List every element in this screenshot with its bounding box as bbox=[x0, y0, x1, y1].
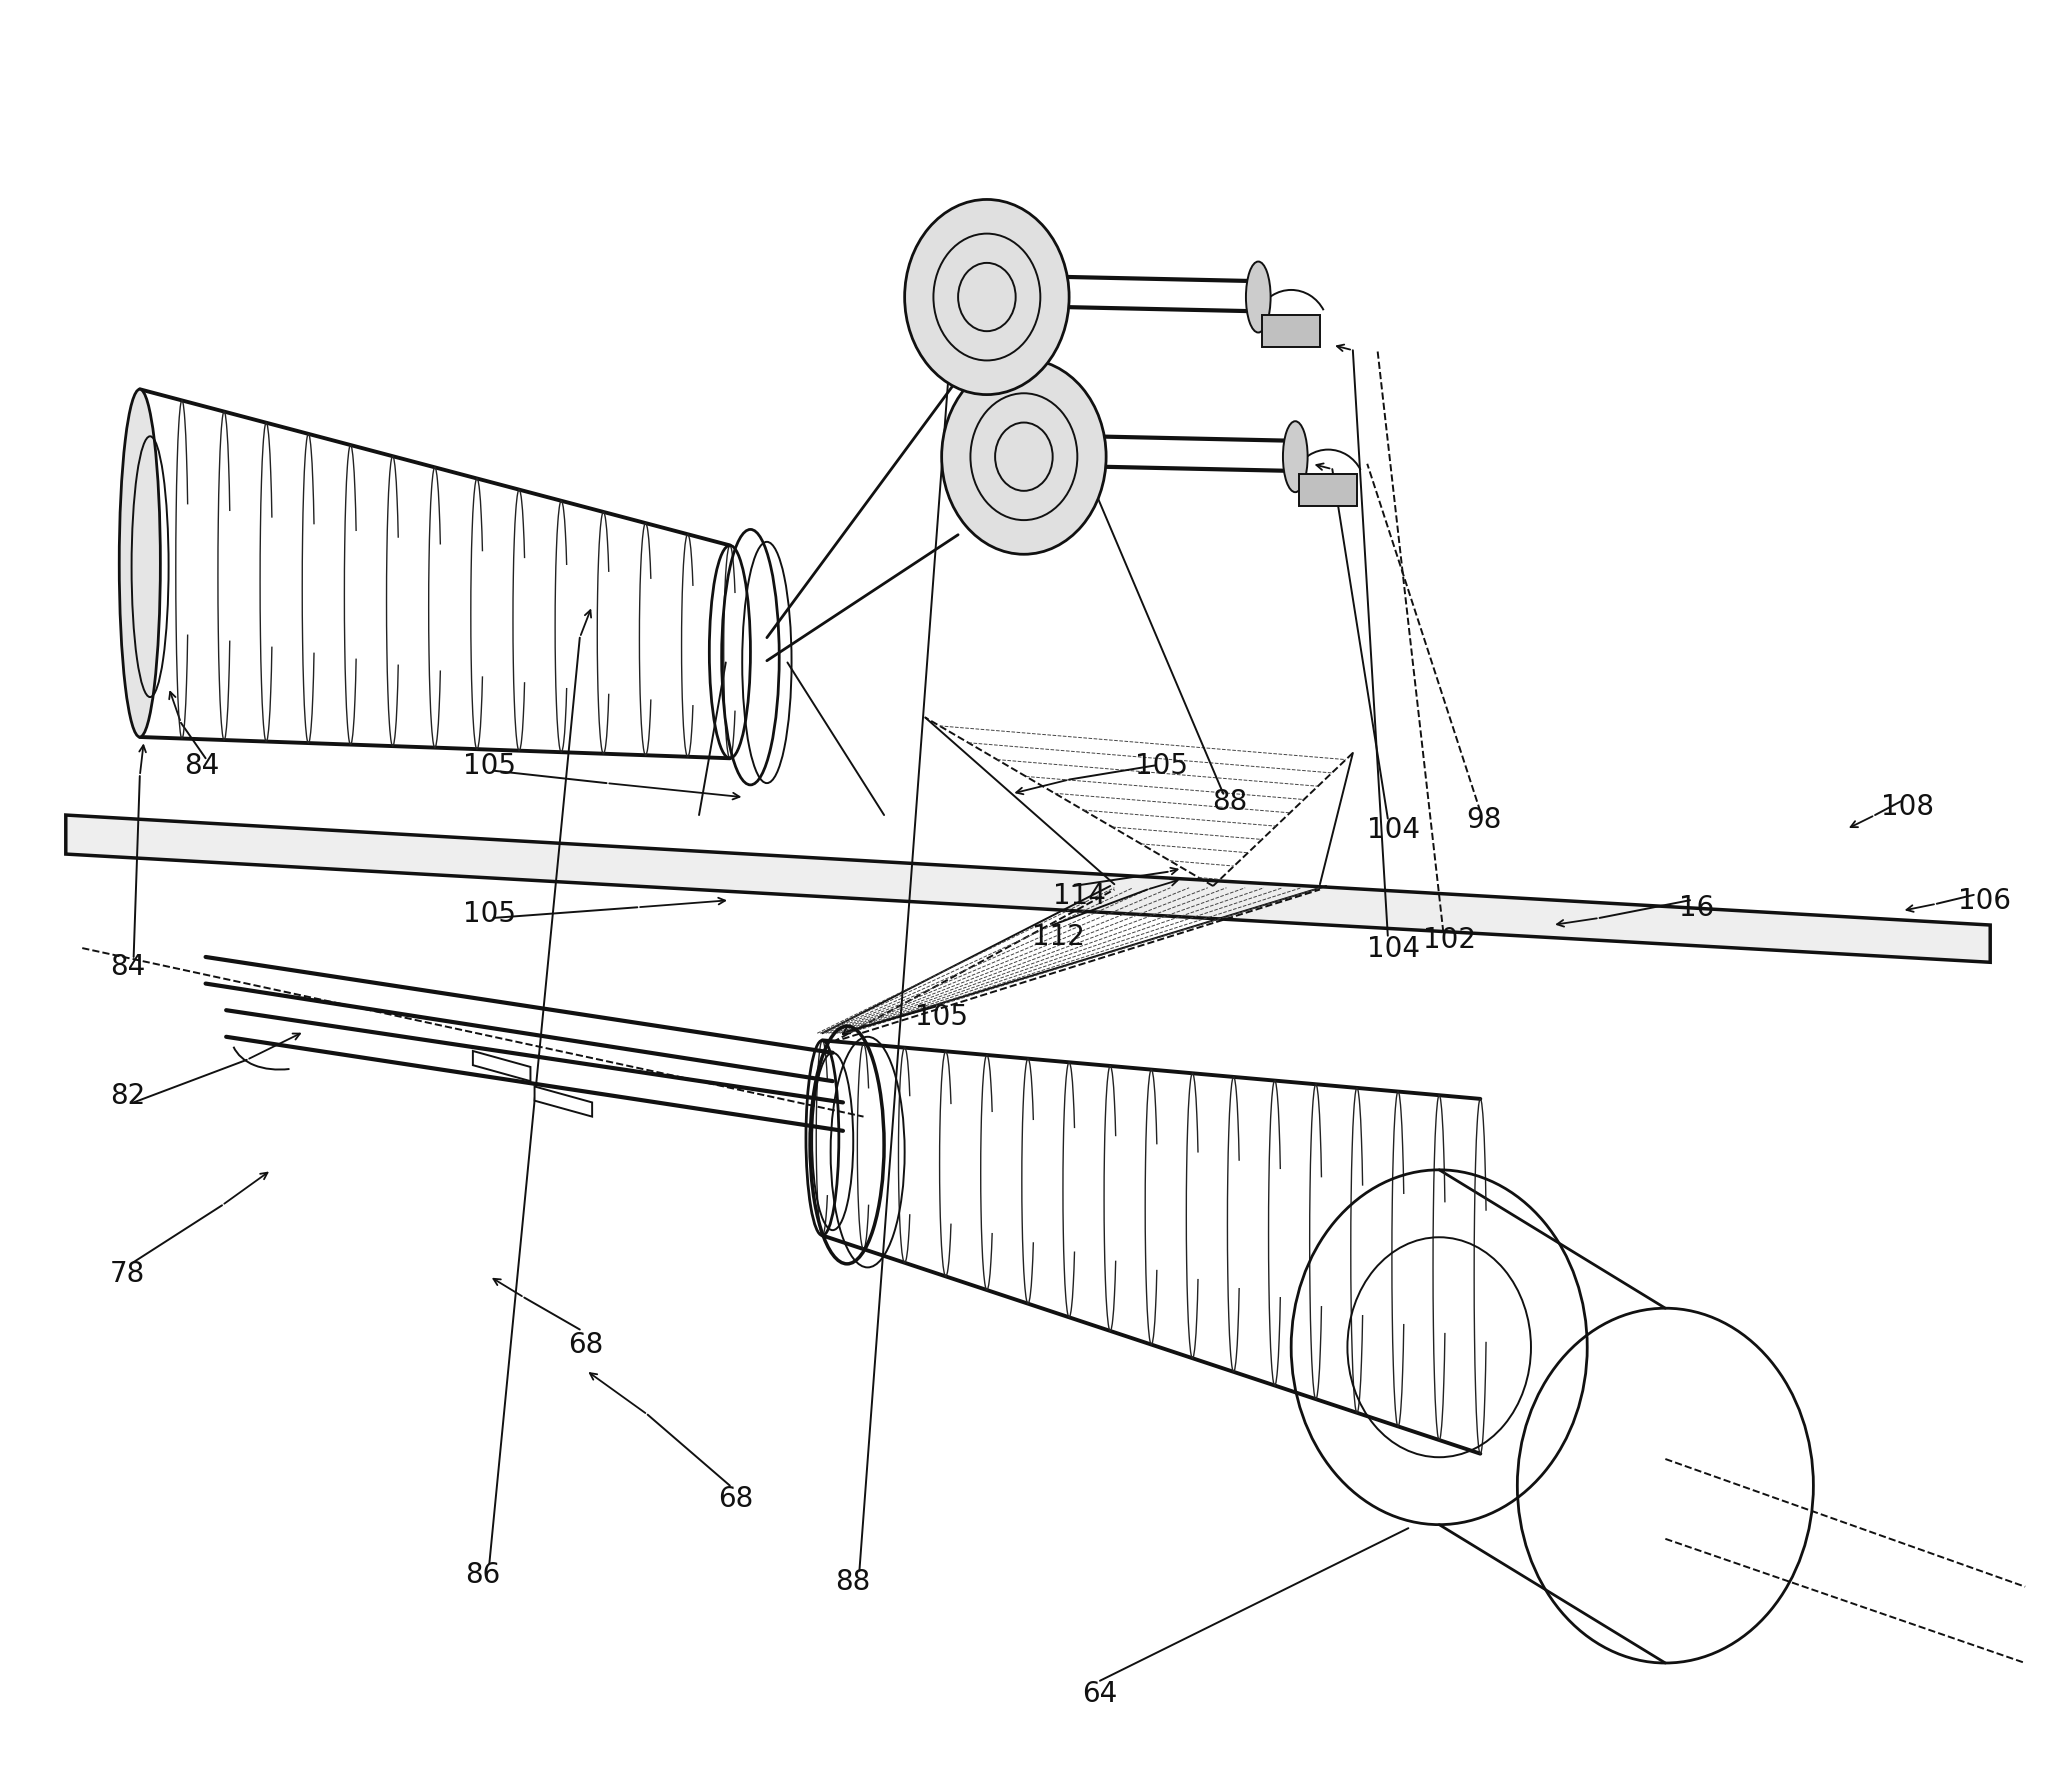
Text: 84: 84 bbox=[183, 752, 220, 780]
Polygon shape bbox=[1299, 475, 1357, 507]
Text: 78: 78 bbox=[109, 1259, 146, 1287]
Ellipse shape bbox=[119, 390, 160, 738]
Text: 82: 82 bbox=[109, 1082, 146, 1110]
Ellipse shape bbox=[942, 360, 1106, 555]
Polygon shape bbox=[1262, 316, 1320, 348]
Text: 105: 105 bbox=[463, 752, 516, 780]
Text: 114: 114 bbox=[1053, 881, 1106, 910]
Ellipse shape bbox=[905, 200, 1069, 395]
Ellipse shape bbox=[1246, 262, 1271, 333]
Text: 16: 16 bbox=[1678, 894, 1715, 922]
Text: 88: 88 bbox=[835, 1567, 872, 1596]
Polygon shape bbox=[66, 816, 1990, 963]
Text: 102: 102 bbox=[1423, 926, 1476, 954]
Polygon shape bbox=[473, 1051, 530, 1082]
Text: 105: 105 bbox=[915, 1002, 968, 1030]
Ellipse shape bbox=[1283, 422, 1308, 493]
Text: 104: 104 bbox=[1367, 816, 1421, 844]
Text: 86: 86 bbox=[465, 1560, 502, 1589]
Text: 106: 106 bbox=[1957, 886, 2011, 915]
Text: 105: 105 bbox=[463, 899, 516, 927]
Text: 112: 112 bbox=[1032, 922, 1086, 950]
Text: 108: 108 bbox=[1881, 793, 1935, 821]
Text: 88: 88 bbox=[1211, 787, 1248, 816]
Text: 68: 68 bbox=[567, 1330, 604, 1358]
Text: 64: 64 bbox=[1081, 1679, 1118, 1707]
Text: 105: 105 bbox=[1135, 752, 1188, 780]
Polygon shape bbox=[535, 1087, 592, 1117]
Text: 84: 84 bbox=[109, 952, 146, 980]
Text: 104: 104 bbox=[1367, 934, 1421, 963]
Text: 98: 98 bbox=[1466, 805, 1503, 833]
Text: 68: 68 bbox=[718, 1484, 755, 1512]
